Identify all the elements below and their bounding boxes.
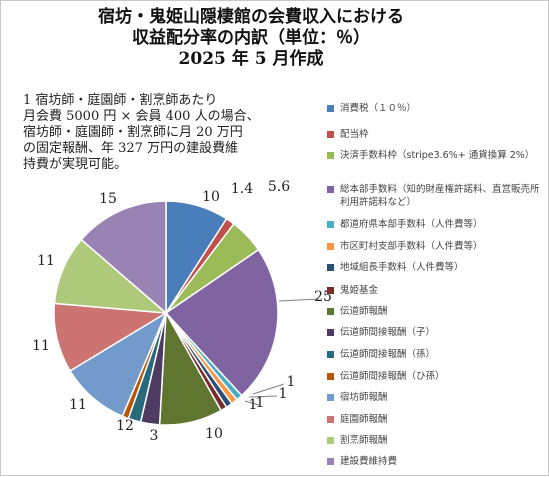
chart-title: 宿坊・鬼姫山隠棲館の会費収入における 収益配分率の内訳（単位：％） 2025 年… (61, 7, 441, 70)
legend-item: 建設費維持費 (327, 455, 546, 468)
pie-data-label: 10 (205, 426, 223, 442)
legend-label: 伝道師報酬 (340, 306, 388, 317)
legend-label: 鬼姫基金 (340, 285, 379, 296)
pie-data-label: 11 (69, 397, 87, 413)
pie-leader-line (244, 400, 260, 406)
legend-item: 庭園師報酬 (327, 413, 546, 426)
pie-leader-line (248, 395, 278, 398)
legend-item: 鬼姫基金 (327, 284, 546, 297)
legend-item: 伝道師間接報酬（ひ孫） (327, 370, 546, 383)
pie-data-label: 1 (249, 397, 258, 413)
legend-swatch (327, 287, 334, 294)
chart-title-line-1: 宿坊・鬼姫山隠棲館の会費収入における (98, 7, 404, 27)
legend-swatch (327, 394, 334, 401)
pie-data-label: 5.6 (268, 179, 290, 195)
legend-label: 伝道師間接報酬（孫） (340, 349, 436, 360)
legend-swatch (327, 373, 334, 380)
legend-item: 伝道師報酬 (327, 305, 546, 318)
pie-leader-line (252, 383, 285, 395)
chart-title-line-2: 収益配分率の内訳（単位：％） (132, 28, 370, 48)
legend-label: 都道府県本部手数料（人件費等） (340, 219, 483, 230)
legend-item: 伝道師間接報酬（孫） (327, 348, 546, 361)
pie-slice (164, 248, 279, 397)
legend-swatch (327, 152, 334, 159)
pie-data-label: 12 (116, 418, 134, 434)
legend-swatch (327, 416, 334, 423)
legend-swatch (327, 105, 334, 112)
legend-item: 伝道師間接報酬（子） (327, 326, 546, 339)
legend-swatch (327, 329, 334, 336)
legend-item: 割烹師報酬 (327, 434, 546, 447)
legend-item: 配当枠 (327, 128, 546, 141)
legend-label: 宿坊師報酬 (340, 392, 388, 403)
legend-swatch (327, 458, 334, 465)
chart-annotation: 1 宿坊師・庭園師・割烹師あたり 月会費 5000 円 × 会員 400 人の場… (23, 93, 260, 172)
legend-item: 地域組長手数料（人件費等） (327, 261, 546, 274)
pie-data-label: 1 (279, 386, 288, 402)
pie-data-label: 11 (32, 338, 50, 354)
legend-label: 庭園師報酬 (340, 414, 388, 425)
legend-swatch (327, 264, 334, 271)
legend-label: 市区町村支部手数料（人件費等） (340, 241, 483, 252)
legend-label: 割烹師報酬 (340, 435, 388, 446)
legend-swatch (327, 351, 334, 358)
pie-data-label: 3 (150, 428, 159, 444)
legend-swatch (327, 186, 334, 193)
legend-swatch (327, 308, 334, 315)
pie-data-label: 1 (256, 395, 265, 411)
pie-data-label: 10 (202, 189, 220, 205)
legend-label: 決済手数料枠（stripe3.6%+ 通貨換算 2%） (340, 150, 535, 161)
legend-item: 総本部手数料（知的財産権許諾料、直営販売所利用許諾料など） (327, 183, 546, 209)
legend-label: 地域組長手数料（人件費等） (340, 262, 464, 273)
pie-data-label: 1.4 (231, 181, 253, 197)
pie-data-label: 1 (287, 374, 296, 390)
legend-swatch (327, 131, 334, 138)
legend-item: 決済手数料枠（stripe3.6%+ 通貨換算 2%） (327, 149, 546, 162)
legend-label: 配当枠 (340, 129, 369, 140)
legend-label: 伝道師間接報酬（ひ孫） (340, 371, 445, 382)
legend-swatch (327, 437, 334, 444)
pie-leader-line (278, 298, 320, 302)
legend-swatch (327, 243, 334, 250)
legend-item: 都道府県本部手数料（人件費等） (327, 218, 546, 231)
pie-data-label: 15 (99, 191, 117, 207)
legend-label: 伝道師間接報酬（子） (340, 327, 436, 338)
legend-item: 消費税（１０％） (327, 102, 546, 115)
legend-label: 建設費維持費 (340, 456, 398, 467)
legend-item: 宿坊師報酬 (327, 391, 546, 404)
legend-swatch (327, 221, 334, 228)
chart-title-line-3: 2025 年 5 月作成 (178, 49, 324, 69)
legend-item: 市区町村支部手数料（人件費等） (327, 240, 546, 253)
pie-slice (80, 200, 167, 315)
legend-label: 総本部手数料（知的財産権許諾料、直営販売所利用許諾料など） (340, 184, 540, 208)
pie-data-label: 11 (37, 253, 55, 269)
legend-label: 消費税（１０％） (340, 103, 417, 114)
